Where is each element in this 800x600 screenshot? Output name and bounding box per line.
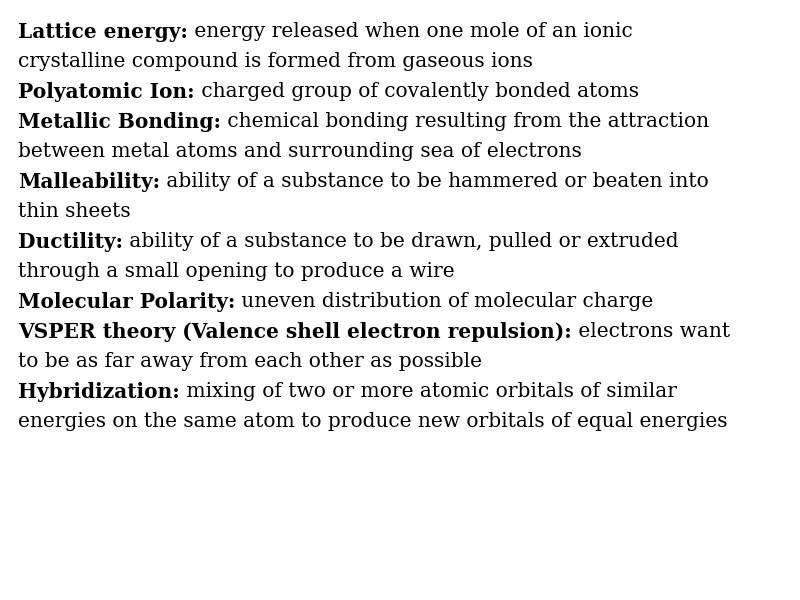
Text: between metal atoms and surrounding sea of electrons: between metal atoms and surrounding sea … xyxy=(18,142,582,161)
Text: uneven distribution of molecular charge: uneven distribution of molecular charge xyxy=(235,292,654,311)
Text: crystalline compound is formed from gaseous ions: crystalline compound is formed from gase… xyxy=(18,52,533,71)
Text: electrons want: electrons want xyxy=(572,322,730,341)
Text: Hybridization:: Hybridization: xyxy=(18,382,180,402)
Text: ability of a substance to be hammered or beaten into: ability of a substance to be hammered or… xyxy=(160,172,709,191)
Text: energy released when one mole of an ionic: energy released when one mole of an ioni… xyxy=(188,22,633,41)
Text: Malleability:: Malleability: xyxy=(18,172,160,192)
Text: charged group of covalently bonded atoms: charged group of covalently bonded atoms xyxy=(194,82,638,101)
Text: to be as far away from each other as possible: to be as far away from each other as pos… xyxy=(18,352,482,371)
Text: energies on the same atom to produce new orbitals of equal energies: energies on the same atom to produce new… xyxy=(18,412,727,431)
Text: VSPER theory (Valence shell electron repulsion):: VSPER theory (Valence shell electron rep… xyxy=(18,322,572,342)
Text: Polyatomic Ion:: Polyatomic Ion: xyxy=(18,82,194,102)
Text: Lattice energy:: Lattice energy: xyxy=(18,22,188,42)
Text: Metallic Bonding:: Metallic Bonding: xyxy=(18,112,221,132)
Text: Ductility:: Ductility: xyxy=(18,232,123,252)
Text: through a small opening to produce a wire: through a small opening to produce a wir… xyxy=(18,262,454,281)
Text: ability of a substance to be drawn, pulled or extruded: ability of a substance to be drawn, pull… xyxy=(123,232,678,251)
Text: chemical bonding resulting from the attraction: chemical bonding resulting from the attr… xyxy=(221,112,709,131)
Text: thin sheets: thin sheets xyxy=(18,202,130,221)
Text: mixing of two or more atomic orbitals of similar: mixing of two or more atomic orbitals of… xyxy=(180,382,677,401)
Text: Molecular Polarity:: Molecular Polarity: xyxy=(18,292,235,312)
